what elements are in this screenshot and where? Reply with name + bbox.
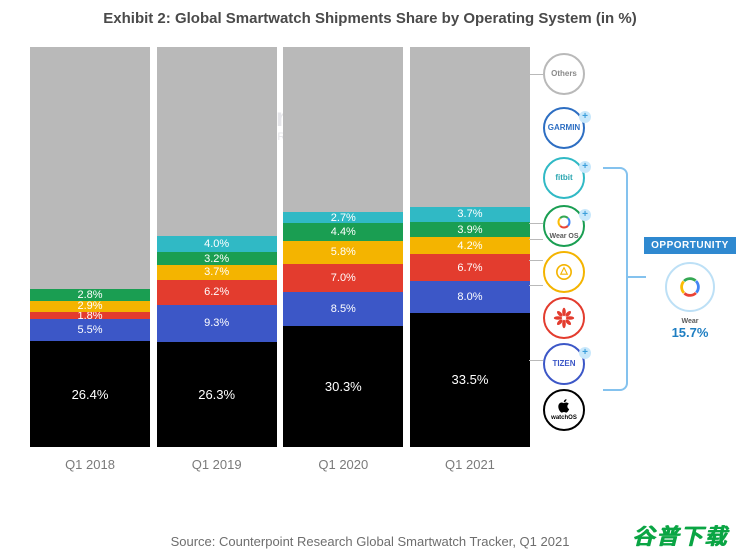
- seg-watchOS: 26.3%: [157, 342, 277, 447]
- seg-WearOS: 3.2%: [157, 252, 277, 265]
- seg-watchOS: 30.3%: [283, 326, 403, 447]
- connector-line: [529, 74, 543, 75]
- x-label: Q1 2019: [157, 457, 277, 472]
- plus-badge: +: [579, 111, 591, 123]
- opportunity-bracket: [603, 167, 628, 391]
- plus-badge: +: [579, 161, 591, 173]
- opportunity-icon-label: Wear: [644, 318, 736, 325]
- seg-HuaweiLite: 6.7%: [410, 254, 530, 281]
- seg-Fitbit: 2.7%: [283, 212, 403, 223]
- seg-Others: [410, 47, 530, 207]
- seg-Fitbit: 3.7%: [410, 207, 530, 222]
- legend-Amazfit: [543, 251, 585, 293]
- connector-line: [529, 360, 543, 361]
- plus-badge: +: [579, 209, 591, 221]
- seg-Amazfit: 2.9%: [30, 301, 150, 313]
- x-label: Q1 2021: [410, 457, 530, 472]
- bar-Q1-2020: 2.7%4.4%5.8%7.0%8.5%30.3%: [283, 47, 403, 447]
- legend-watchOS: watchOS: [543, 389, 585, 431]
- bar-Q1-2021: 3.7%3.9%4.2%6.7%8.0%33.5%: [410, 47, 530, 447]
- seg-WearOS: 4.4%: [283, 223, 403, 241]
- plus-badge: +: [579, 347, 591, 359]
- bar-Q1-2019: 4.0%3.2%3.7%6.2%9.3%26.3%: [157, 47, 277, 447]
- seg-HuaweiLite: 7.0%: [283, 264, 403, 292]
- source-text: Source: Counterpoint Research Global Sma…: [0, 534, 740, 549]
- bars-zone: 2.8%2.9%1.8%5.5%26.4%4.0%3.2%3.7%6.2%9.3…: [30, 47, 530, 447]
- seg-watchOS: 33.5%: [410, 313, 530, 447]
- seg-Tizen: 5.5%: [30, 319, 150, 341]
- connector-line: [529, 260, 543, 261]
- chart-area: Counterpoint Technology Market Research …: [30, 47, 730, 467]
- seg-Tizen: 9.3%: [157, 305, 277, 342]
- seg-Tizen: 8.0%: [410, 281, 530, 313]
- opportunity-box: OPPORTUNITY Wear 15.7%: [644, 237, 736, 340]
- x-label: Q1 2018: [30, 457, 150, 472]
- wear-os-icon: [676, 273, 704, 301]
- green-stamp: 谷普下载: [632, 519, 728, 551]
- opportunity-circle: [665, 262, 715, 312]
- seg-WearOS: 3.9%: [410, 222, 530, 238]
- chart-title: Exhibit 2: Global Smartwatch Shipments S…: [0, 0, 740, 27]
- legend-HuaweiLite: [543, 297, 585, 339]
- opportunity-value: 15.7%: [644, 325, 736, 340]
- seg-Others: [157, 47, 277, 236]
- bar-Q1-2018: 2.8%2.9%1.8%5.5%26.4%: [30, 47, 150, 447]
- connector-line: [529, 223, 543, 224]
- seg-HuaweiLite: 6.2%: [157, 280, 277, 305]
- seg-HuaweiLite: 1.8%: [30, 312, 150, 319]
- seg-Tizen: 8.5%: [283, 292, 403, 326]
- legend-Others: Others: [543, 53, 585, 95]
- seg-Amazfit: 3.7%: [157, 265, 277, 280]
- seg-Others: [283, 47, 403, 212]
- connector-line: [529, 285, 543, 286]
- connector-line: [529, 239, 543, 240]
- seg-Fitbit: 4.0%: [157, 236, 277, 252]
- x-label: Q1 2020: [283, 457, 403, 472]
- seg-Others: [30, 47, 150, 289]
- seg-Amazfit: 4.2%: [410, 237, 530, 254]
- seg-WearOS: 2.8%: [30, 289, 150, 300]
- seg-Amazfit: 5.8%: [283, 241, 403, 264]
- x-axis-labels: Q1 2018 Q1 2019 Q1 2020 Q1 2021: [30, 457, 530, 472]
- opportunity-bracket-mid: [626, 276, 646, 278]
- opportunity-label: OPPORTUNITY: [644, 237, 736, 254]
- seg-watchOS: 26.4%: [30, 341, 150, 447]
